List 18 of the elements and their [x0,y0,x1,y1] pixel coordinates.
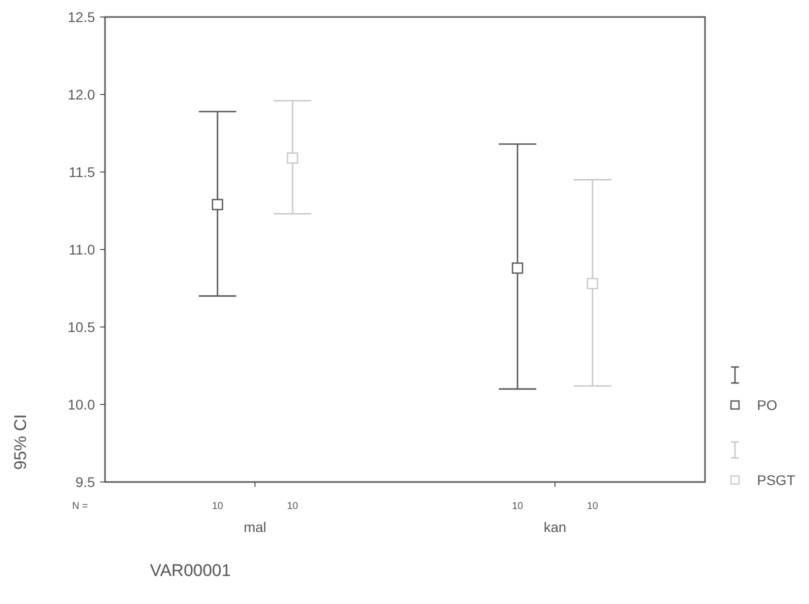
text: 10 [512,501,524,512]
y-tick-label: 12.5 [68,8,96,25]
legend-label: PO [757,396,778,413]
y-tick-label: 10.0 [68,396,96,412]
x-tick-label: kan [544,519,566,535]
text: 10 [286,501,298,512]
text: 10 [212,501,224,512]
text: N = [72,501,88,512]
x-tick-label: mal [244,519,266,535]
y-tick-label: 11.0 [68,241,96,258]
y-tick-label: 12.0 [68,86,96,102]
legend-label: PSGT [757,472,796,488]
y-axis-title: 95% CI [11,414,30,470]
x-axis-title: VAR00001 [150,561,231,580]
y-tick-label: 11.5 [68,164,96,180]
y-tick-label: 9.5 [76,474,96,490]
y-tick-label: 10.5 [68,318,96,335]
text: 10 [586,501,598,512]
